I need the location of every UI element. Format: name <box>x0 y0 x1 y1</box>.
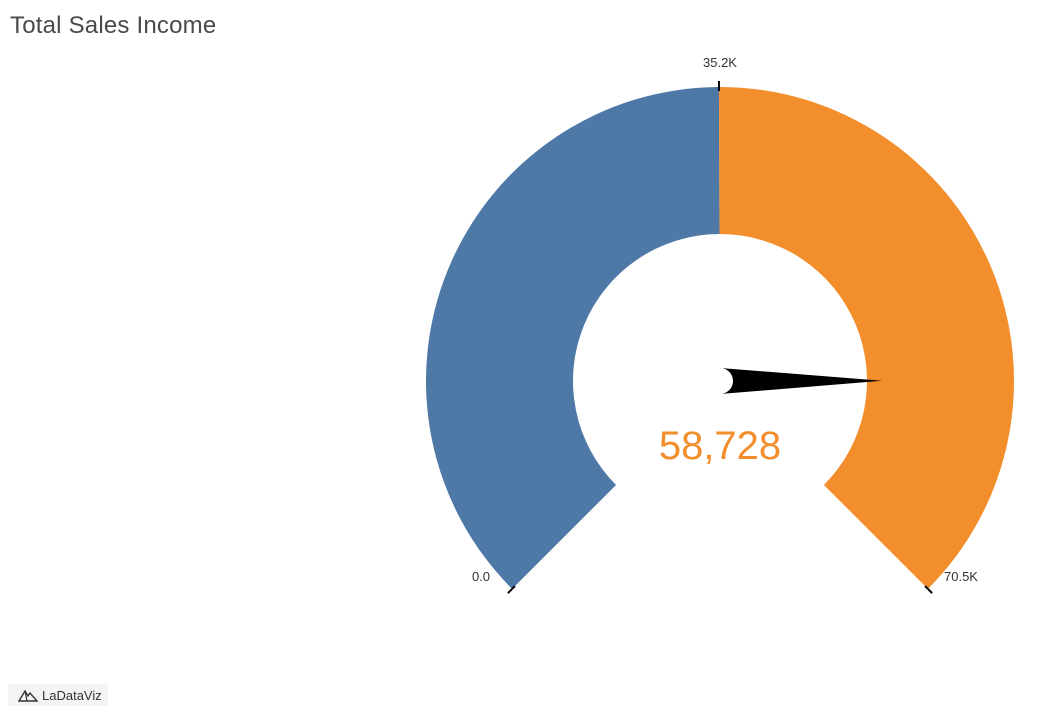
tick-label-mid: 35.2K <box>703 55 737 70</box>
tick-label-max: 70.5K <box>944 569 978 584</box>
tick-label-min: 0.0 <box>472 569 490 584</box>
gauge-value-label: 58,728 <box>659 424 781 468</box>
gauge-ticks <box>507 80 933 594</box>
logo-text: LaDataViz <box>42 687 102 703</box>
tick-mark-max <box>924 585 933 594</box>
tick-mark-min <box>507 585 516 594</box>
gauge-needle <box>719 368 882 394</box>
gauge-segments <box>426 86 1014 589</box>
mountain-logo-icon <box>18 689 38 702</box>
ladataviz-logo[interactable]: LaDataViz <box>8 684 108 706</box>
chart-title: Total Sales Income <box>10 12 217 39</box>
gauge-segment-low <box>426 87 720 589</box>
gauge-needle-group <box>719 368 882 394</box>
gauge-segment-high <box>719 86 1014 589</box>
